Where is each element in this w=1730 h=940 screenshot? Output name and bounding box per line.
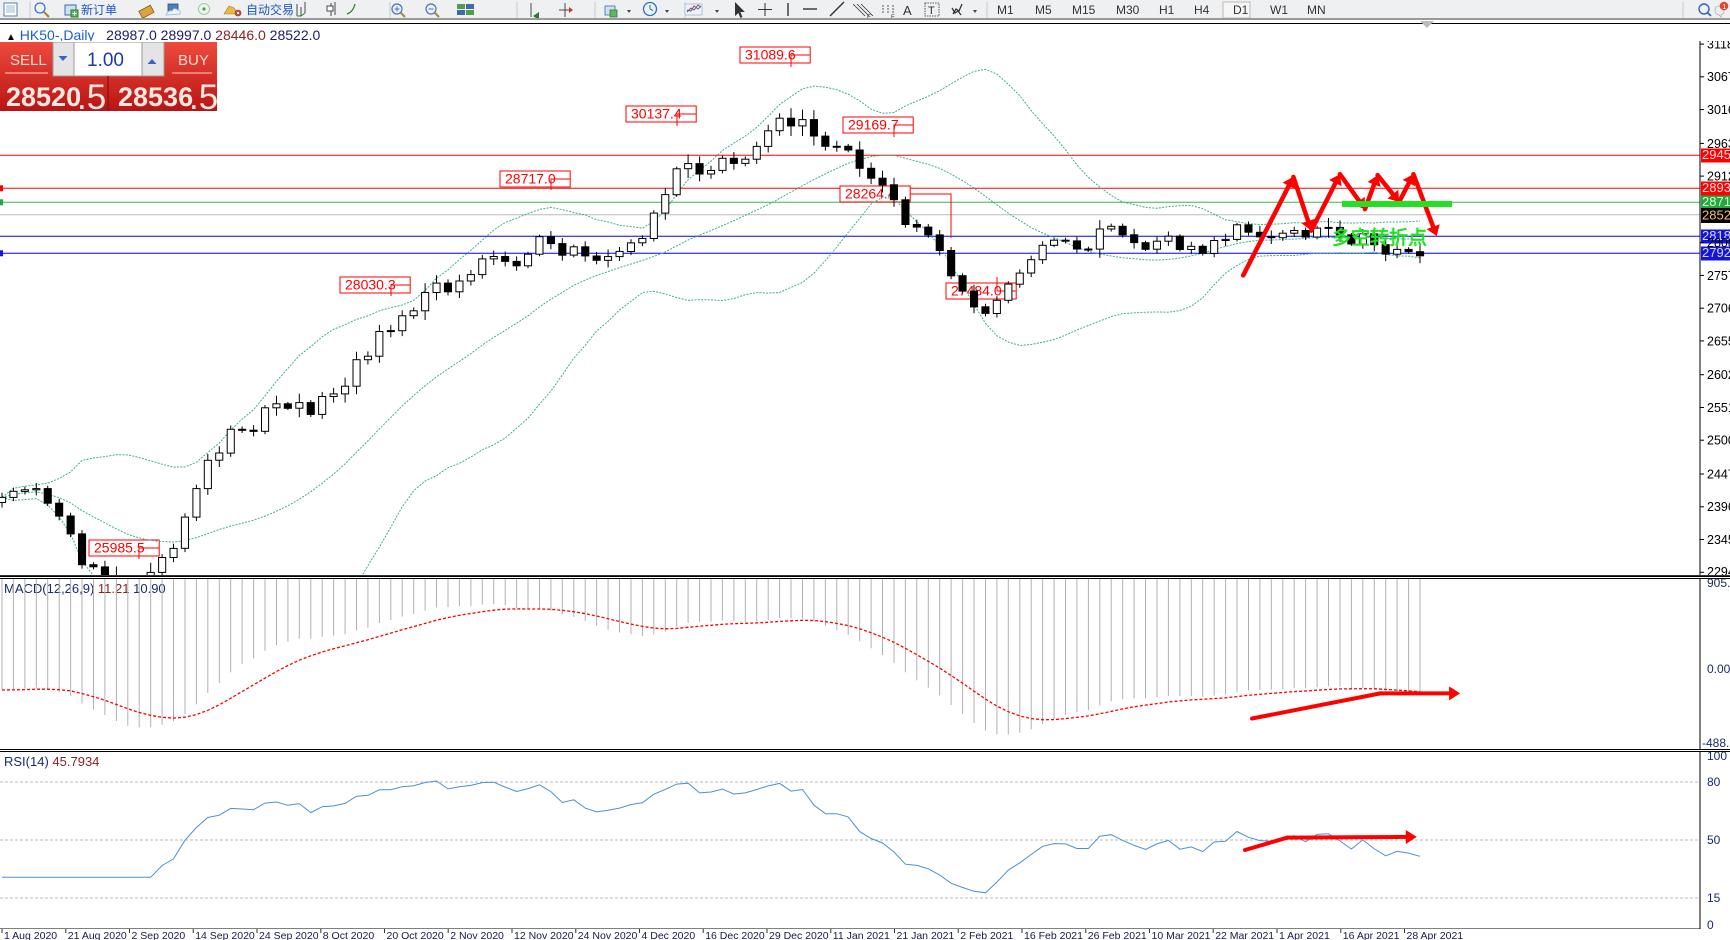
svg-text:26 Feb 2021: 26 Feb 2021 — [1088, 930, 1147, 940]
svg-text:20 Oct 2020: 20 Oct 2020 — [387, 930, 444, 940]
svg-text:29 Dec 2020: 29 Dec 2020 — [769, 930, 829, 940]
svg-text:25003.0: 25003.0 — [1707, 434, 1730, 448]
svg-text:15: 15 — [1707, 891, 1721, 905]
svg-text:27576.0: 27576.0 — [1707, 269, 1730, 283]
svg-text:多空转折点: 多空转折点 — [1332, 226, 1427, 249]
svg-text:1 Apr 2021: 1 Apr 2021 — [1279, 930, 1330, 940]
svg-text:新订单: 新订单 — [81, 2, 117, 17]
svg-text:29169.7: 29169.7 — [848, 117, 899, 133]
svg-text:28030.3: 28030.3 — [345, 277, 396, 293]
svg-text:21 Jan 2021: 21 Jan 2021 — [897, 930, 955, 940]
svg-text:30137.4: 30137.4 — [631, 106, 682, 122]
svg-text:25985.5: 25985.5 — [94, 540, 145, 556]
svg-text:SELL: SELL — [10, 52, 47, 69]
svg-text:50: 50 — [1707, 833, 1721, 847]
svg-text:11 Jan 2021: 11 Jan 2021 — [833, 930, 890, 940]
svg-text:H4: H4 — [1194, 3, 1210, 17]
svg-text:E: E — [867, 15, 871, 20]
svg-text:23964.5: 23964.5 — [1707, 500, 1730, 514]
svg-text:F: F — [891, 15, 895, 20]
svg-text:23453.0: 23453.0 — [1707, 533, 1730, 547]
svg-text:0.00: 0.00 — [1707, 662, 1730, 676]
svg-text:28717.0: 28717.0 — [505, 171, 556, 187]
svg-text:100: 100 — [1707, 752, 1727, 763]
svg-text:A: A — [903, 3, 912, 18]
svg-text:D1: D1 — [1233, 3, 1249, 17]
svg-text:26553.0: 26553.0 — [1707, 334, 1730, 348]
svg-text:21 Aug 2020: 21 Aug 2020 — [68, 930, 127, 940]
svg-text:0: 0 — [1707, 918, 1714, 929]
svg-text:16 Apr 2021: 16 Apr 2021 — [1343, 930, 1400, 940]
svg-text:24 Nov 2020: 24 Nov 2020 — [578, 930, 638, 940]
svg-text:16 Dec 2020: 16 Dec 2020 — [705, 930, 765, 940]
svg-text:28520: 28520 — [6, 82, 81, 111]
svg-text:29637.5: 29637.5 — [1707, 137, 1730, 151]
svg-text:29126.0: 29126.0 — [1707, 170, 1730, 184]
svg-text:16 Feb 2021: 16 Feb 2021 — [1024, 930, 1083, 940]
svg-text:-488.99: -488.99 — [1702, 736, 1730, 749]
svg-text:2 Nov 2020: 2 Nov 2020 — [450, 930, 504, 940]
svg-text:1 Aug 2020: 1 Aug 2020 — [4, 930, 57, 940]
svg-text:24 Sep 2020: 24 Sep 2020 — [259, 930, 319, 940]
svg-text:22941.5: 22941.5 — [1707, 565, 1730, 576]
svg-text:M5: M5 — [1035, 3, 1052, 17]
svg-text:27064.5: 27064.5 — [1707, 302, 1730, 316]
svg-text:14 Sep 2020: 14 Sep 2020 — [195, 930, 255, 940]
svg-text:MN: MN — [1307, 3, 1326, 17]
svg-text:30164.5: 30164.5 — [1707, 103, 1730, 117]
svg-text:.5: .5 — [77, 78, 106, 111]
svg-text:8 Oct 2020: 8 Oct 2020 — [323, 930, 375, 940]
svg-text:自动交易: 自动交易 — [246, 2, 294, 17]
svg-text:.5: .5 — [189, 78, 217, 111]
svg-text:M30: M30 — [1116, 3, 1140, 17]
svg-text:28536: 28536 — [118, 82, 193, 111]
svg-text:30676.0: 30676.0 — [1707, 70, 1730, 84]
svg-text:2 Sep 2020: 2 Sep 2020 — [132, 930, 186, 940]
svg-text:25514.5: 25514.5 — [1707, 401, 1730, 415]
svg-text:905.5: 905.5 — [1707, 579, 1730, 590]
svg-text:10 Mar 2021: 10 Mar 2021 — [1152, 930, 1211, 940]
svg-text:28264.4: 28264.4 — [845, 186, 896, 202]
svg-text:24476.0: 24476.0 — [1707, 467, 1730, 481]
svg-text:BUY: BUY — [178, 52, 209, 69]
svg-text:12 Nov 2020: 12 Nov 2020 — [514, 930, 574, 940]
svg-text:22 Mar 2021: 22 Mar 2021 — [1215, 930, 1274, 940]
svg-text:M15: M15 — [1072, 3, 1096, 17]
svg-text:T: T — [928, 5, 935, 17]
svg-text:1.00: 1.00 — [87, 50, 124, 71]
svg-text:31187.5: 31187.5 — [1707, 41, 1730, 52]
svg-text:28087.5: 28087.5 — [1707, 236, 1730, 250]
svg-text:26026.0: 26026.0 — [1707, 368, 1730, 382]
svg-text:80: 80 — [1707, 775, 1721, 789]
svg-text:28 Apr 2021: 28 Apr 2021 — [1407, 930, 1464, 940]
svg-text:2 Feb 2021: 2 Feb 2021 — [960, 930, 1013, 940]
svg-text:4 Dec 2020: 4 Dec 2020 — [642, 930, 696, 940]
svg-text:1: 1 — [1722, 2, 1726, 11]
svg-text:31089.6: 31089.6 — [745, 47, 796, 63]
svg-text:H1: H1 — [1159, 3, 1175, 17]
svg-text:28522.0: 28522.0 — [1702, 208, 1730, 223]
svg-text:W1: W1 — [1270, 3, 1288, 17]
svg-text:M1: M1 — [997, 3, 1014, 17]
